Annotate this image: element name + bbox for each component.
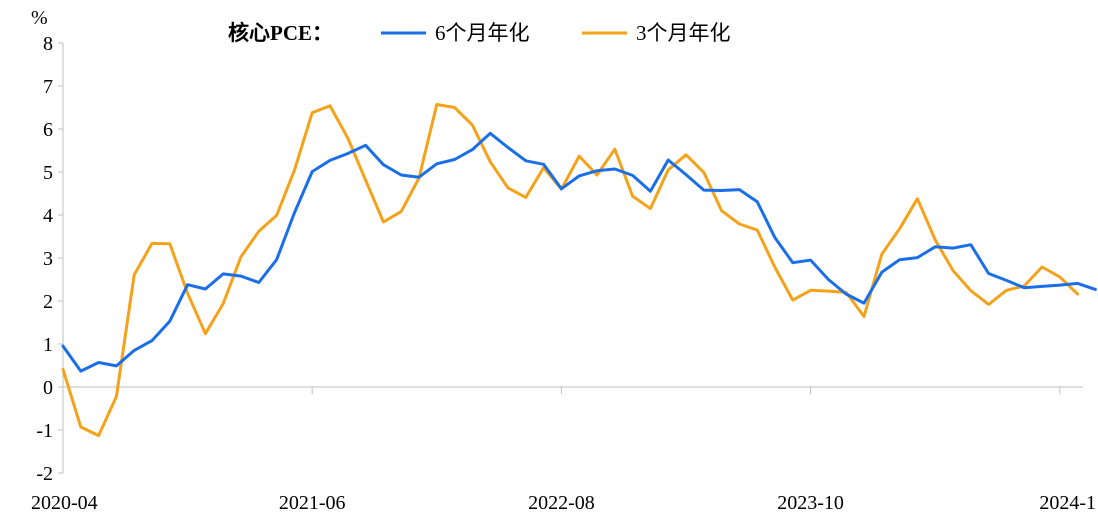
x-tick-label: 2024-1 bbox=[1039, 492, 1096, 514]
y-tick-label: 1 bbox=[43, 334, 53, 356]
legend-label-6-month: 6个月年化 bbox=[435, 21, 530, 45]
x-tick-label: 2022-08 bbox=[528, 492, 595, 514]
y-tick-label: 3 bbox=[43, 248, 53, 270]
x-tick-label: 2020-04 bbox=[31, 492, 98, 514]
y-tick-label: 7 bbox=[43, 76, 53, 98]
y-tick-label: 4 bbox=[43, 205, 53, 227]
y-axis-ticks: -2 -1 0 1 2 3 4 5 6 7 8 bbox=[36, 33, 63, 485]
legend-title: 核心PCE： bbox=[228, 21, 333, 45]
series-line-6-month bbox=[61, 131, 1097, 373]
y-tick-label: 2 bbox=[43, 291, 53, 313]
x-axis-ticks: 2020-04 2021-06 2022-08 2023-10 2024-1 bbox=[31, 387, 1096, 514]
y-tick-label: -2 bbox=[36, 463, 53, 485]
legend: 核心PCE： 6个月年化 3个月年化 bbox=[228, 21, 731, 45]
series-line-3-month bbox=[61, 103, 1080, 438]
x-tick-label: 2023-10 bbox=[777, 492, 844, 514]
y-tick-label: 8 bbox=[43, 33, 53, 55]
y-tick-label: 0 bbox=[43, 377, 53, 399]
legend-label-3-month: 3个月年化 bbox=[636, 21, 731, 45]
y-tick-label: 6 bbox=[43, 119, 53, 141]
y-tick-label: -1 bbox=[36, 420, 53, 442]
y-axis-unit-label: % bbox=[31, 7, 48, 29]
x-tick-label: 2021-06 bbox=[279, 492, 346, 514]
y-tick-label: 5 bbox=[43, 162, 53, 184]
series-layer bbox=[61, 103, 1097, 438]
